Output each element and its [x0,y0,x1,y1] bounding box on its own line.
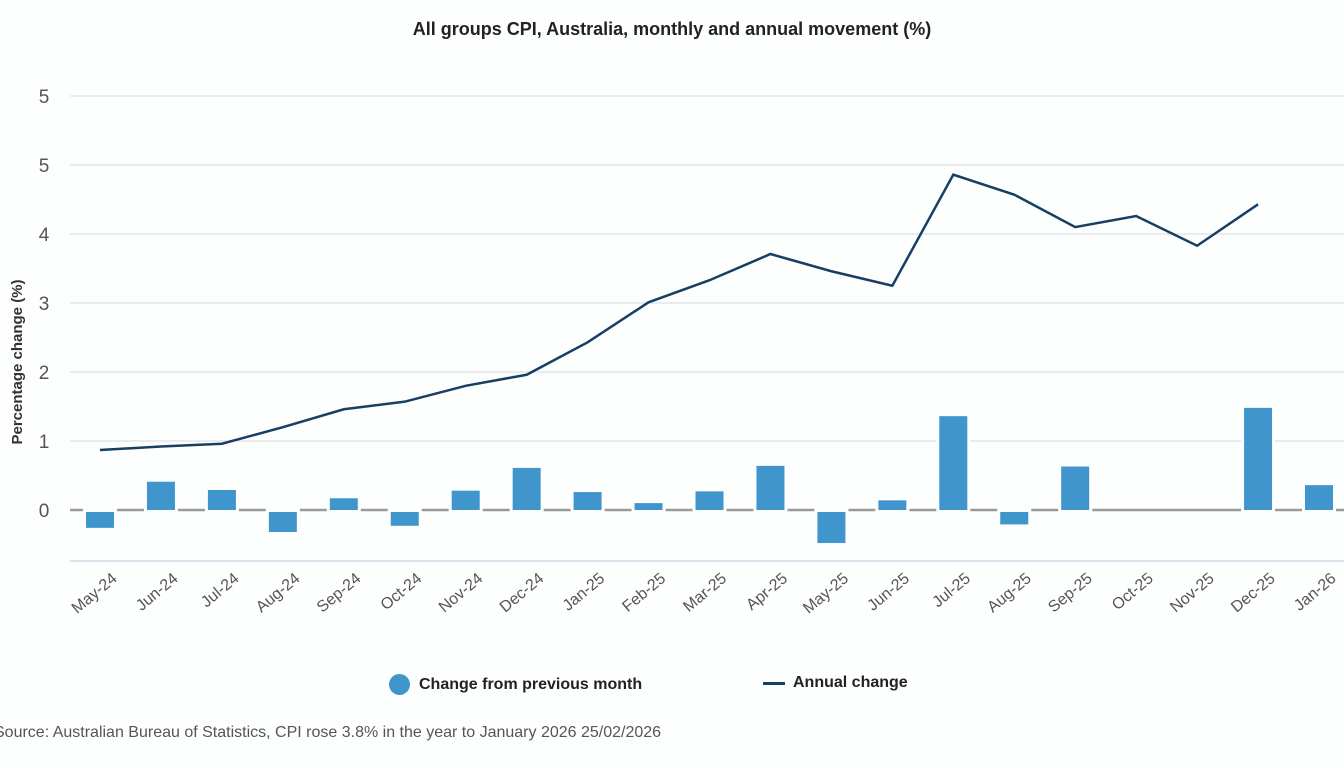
x-tick-label: May-25 [800,570,852,617]
x-tick-label: Aug-25 [984,570,1035,616]
x-tick-label: Feb-25 [619,570,669,616]
bar-monthly-change [207,489,236,510]
bar-monthly-change [756,465,785,510]
y-axis-title: Percentage change (%) [9,279,26,444]
x-tick-label: Jul-25 [930,570,974,611]
x-tick-label: Aug-24 [253,570,304,616]
bar-monthly-change [146,481,175,510]
bar-monthly-change [878,500,907,510]
x-tick-label: Jun-25 [865,570,913,615]
bar-monthly-change [1061,466,1090,510]
source-note: Source: Australian Bureau of Statistics,… [0,724,662,741]
x-tick-label: Jan-26 [1291,570,1339,615]
bar-monthly-change [1305,485,1333,510]
bar-monthly-change [695,491,724,510]
x-tick-label: Jun-24 [133,570,181,615]
bar-monthly-change [939,416,968,510]
y-tick-label: 5 [39,156,50,177]
x-tick-label: Apr-25 [743,570,791,614]
x-tick-label: May-24 [69,570,121,617]
x-tick-label: Dec-25 [1228,570,1279,616]
bar-monthly-change [1000,512,1029,525]
bar-monthly-change [268,512,297,533]
legend-item-monthly: Change from previous month [389,674,642,695]
y-tick-label: 0 [39,501,50,522]
x-tick-label: Sep-24 [314,570,365,616]
bar-monthly-change [1244,407,1273,510]
legend-marker-line [763,681,785,685]
chart-title: All groups CPI, Australia, monthly and a… [412,19,932,39]
x-tick-label: Jul-24 [198,570,242,611]
line-annual-change [99,173,1259,452]
bar-monthly-change [573,492,602,510]
y-tick-label: 2 [39,363,50,384]
x-tick-label: Dec-24 [497,570,548,616]
x-tick-label: Nov-25 [1167,570,1218,616]
bar-monthly-change [451,490,480,510]
bar-monthly-change [817,512,846,544]
x-tick-label: Sep-25 [1045,570,1096,616]
x-tick-label: Oct-24 [378,570,426,614]
legend-label-monthly: Change from previous month [419,675,643,693]
legend-label-annual: Annual change [793,674,908,691]
bar-monthly-change [86,512,114,528]
y-tick-label: 3 [39,294,50,315]
x-tick-label: Oct-25 [1109,570,1157,614]
x-tick-label: Jan-25 [560,570,608,615]
x-tick-label: Nov-24 [436,570,487,616]
bar-monthly-change [390,512,419,526]
x-tick-label: Mar-25 [680,570,730,616]
bar-monthly-change [329,498,358,510]
legend-item-annual: Annual change [763,674,908,692]
legend-marker-bar [389,674,410,695]
bar-monthly-change [634,503,663,510]
y-tick-label: 5 [39,87,50,108]
bar-monthly-change [512,467,541,510]
y-tick-label: 4 [39,225,50,246]
y-tick-label: 1 [39,432,50,453]
